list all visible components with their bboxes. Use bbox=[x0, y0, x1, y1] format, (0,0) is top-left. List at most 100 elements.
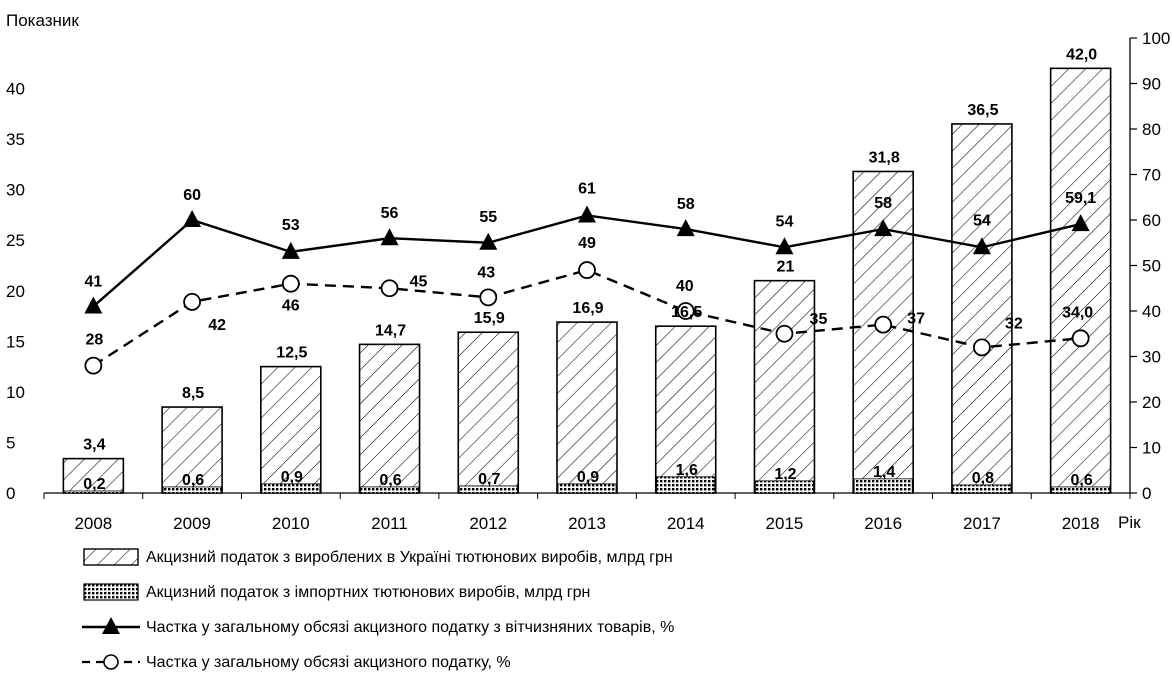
bar-domestic bbox=[457, 331, 520, 494]
x-tick-label: 2017 bbox=[963, 514, 1001, 533]
label-share-domestic: 56 bbox=[381, 205, 399, 222]
marker-circle bbox=[479, 288, 498, 307]
legend-label: Частка у загальному обсязі акцизного под… bbox=[146, 654, 511, 671]
label-share-total: 46 bbox=[282, 298, 300, 315]
x-tick-label: 2015 bbox=[766, 514, 804, 533]
axes: 0 5 10 15 20 25 30 35 40 0 10 20 30 40 50 60 70 80 90 100 20… bbox=[6, 29, 1170, 533]
marker-triangle bbox=[775, 237, 794, 255]
bar-import bbox=[261, 483, 321, 494]
x-tick-label: 2013 bbox=[568, 514, 606, 533]
bars bbox=[62, 67, 1112, 494]
y-tick-right: 30 bbox=[1142, 348, 1161, 367]
label-import: 0,6 bbox=[379, 472, 401, 489]
label-domestic: 3,4 bbox=[83, 437, 105, 454]
marker-circle bbox=[281, 274, 300, 293]
label-import: 0,6 bbox=[1071, 472, 1093, 489]
marker-triangle bbox=[676, 219, 695, 237]
y-tick-left: 5 bbox=[6, 433, 15, 452]
label-domestic: 42,0 bbox=[1066, 46, 1097, 63]
label-import: 1,2 bbox=[774, 466, 796, 483]
label-import: 0,2 bbox=[83, 476, 105, 493]
bar-domestic bbox=[556, 321, 618, 494]
y-tick-left: 20 bbox=[6, 282, 25, 301]
marker-triangle bbox=[380, 228, 399, 246]
legend-label: Частка у загальному обсязі акцизного под… bbox=[146, 619, 674, 636]
label-share-domestic: 61 bbox=[578, 180, 596, 197]
x-tick-label: 2011 bbox=[371, 514, 408, 533]
bar-import bbox=[853, 478, 913, 494]
y-tick-right: 50 bbox=[1142, 257, 1161, 276]
y-tick-right: 90 bbox=[1142, 75, 1161, 94]
y-tick-left: 25 bbox=[6, 231, 25, 250]
label-share-domestic: 53 bbox=[282, 217, 300, 234]
legend-label: Акцизний податок з імпортних тютюнових в… bbox=[146, 584, 590, 601]
bar-import bbox=[458, 485, 518, 494]
y-tick-right: 0 bbox=[1142, 484, 1151, 503]
label-import: 0,6 bbox=[182, 472, 204, 489]
marker-triangle bbox=[1071, 214, 1090, 232]
label-share-domestic: 41 bbox=[84, 273, 102, 290]
bar-import bbox=[1051, 486, 1111, 494]
x-tick-label: 2009 bbox=[173, 514, 211, 533]
label-share-total: 43 bbox=[477, 264, 495, 281]
label-domestic: 8,5 bbox=[182, 385, 204, 402]
label-share-total: 34,0 bbox=[1062, 304, 1093, 321]
bar-import bbox=[360, 486, 419, 494]
label-share-domestic: 54 bbox=[973, 212, 991, 229]
label-import: 1,6 bbox=[676, 462, 698, 479]
legend: Акцизний податок з вироблених в Україні … bbox=[82, 548, 674, 671]
y-tick-right: 80 bbox=[1142, 120, 1161, 139]
y-tick-left: 10 bbox=[6, 383, 25, 402]
marker-triangle bbox=[972, 237, 991, 255]
label-share-total: 40 bbox=[676, 278, 694, 295]
label-domestic: 12,5 bbox=[276, 345, 307, 362]
y-tick-left: 0 bbox=[6, 484, 15, 503]
legend-swatch-import bbox=[83, 583, 139, 601]
label-share-total: 32 bbox=[1005, 315, 1023, 332]
bar-domestic bbox=[753, 279, 816, 494]
marker-circle bbox=[183, 292, 201, 311]
x-tick-label: 2010 bbox=[272, 514, 310, 533]
bar-import bbox=[656, 476, 716, 494]
marker-triangle bbox=[479, 232, 498, 250]
y-tick-right: 10 bbox=[1142, 439, 1161, 458]
marker-circle bbox=[84, 356, 103, 375]
label-domestic: 14,7 bbox=[375, 322, 406, 339]
y-axis-title: Показник bbox=[6, 11, 79, 30]
label-share-total: 42 bbox=[208, 317, 226, 334]
bar-import bbox=[952, 484, 1012, 494]
marker-circle bbox=[676, 302, 695, 320]
line-share-total bbox=[92, 268, 1081, 367]
label-import: 0,9 bbox=[281, 469, 303, 486]
legend-swatch-domestic bbox=[83, 548, 139, 566]
label-import: 0,9 bbox=[577, 469, 599, 486]
label-share-total: 45 bbox=[410, 273, 428, 290]
data-labels: 3,4 8,5 12,5 14,7 15,9 16,9 16,5 21 31,8 36,5 42,0… bbox=[83, 46, 1097, 493]
marker-triangle bbox=[874, 219, 893, 237]
x-tick-label: 2016 bbox=[864, 514, 902, 533]
bar-domestic bbox=[260, 365, 322, 494]
x-tick-label: 2018 bbox=[1062, 514, 1100, 533]
label-share-total: 28 bbox=[85, 332, 103, 349]
legend-marker-circle bbox=[103, 654, 119, 670]
marker-triangle bbox=[183, 210, 202, 227]
marker-circle bbox=[1071, 329, 1090, 348]
x-tick-label: 2014 bbox=[667, 514, 705, 533]
marker-triangle bbox=[84, 296, 103, 314]
y-tick-right: 40 bbox=[1142, 302, 1161, 321]
label-share-domestic: 58 bbox=[874, 195, 892, 212]
y-tick-right: 60 bbox=[1142, 211, 1161, 230]
label-domestic: 15,9 bbox=[474, 310, 505, 327]
y-tick-left: 30 bbox=[6, 181, 25, 200]
lines bbox=[84, 205, 1090, 375]
label-share-domestic: 60 bbox=[183, 187, 201, 204]
y-tick-right: 70 bbox=[1142, 166, 1161, 185]
bar-domestic bbox=[1049, 67, 1112, 494]
marker-circle bbox=[973, 338, 991, 357]
x-tick-label: 2008 bbox=[74, 514, 112, 533]
marker-circle bbox=[380, 279, 399, 298]
y-tick-left: 35 bbox=[6, 130, 25, 149]
legend-marker-triangle bbox=[102, 617, 120, 634]
